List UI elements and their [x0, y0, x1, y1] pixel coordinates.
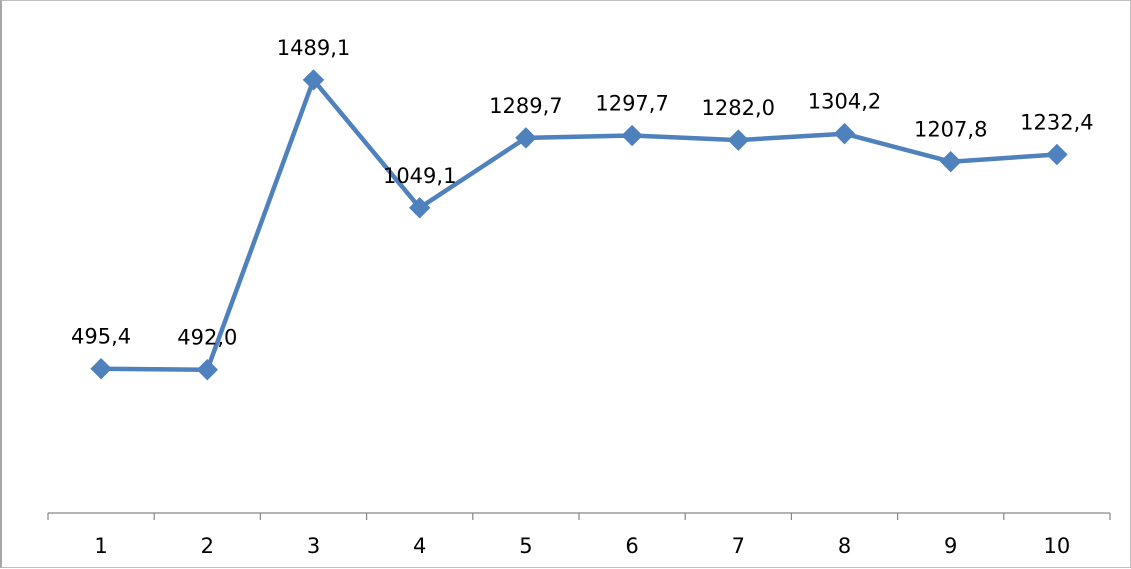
x-tick-label: 8: [838, 534, 851, 558]
data-label: 1489,1: [277, 36, 350, 60]
data-label: 1289,7: [489, 94, 562, 118]
x-tick-label: 7: [732, 534, 745, 558]
x-tick-label: 10: [1044, 534, 1071, 558]
data-point-marker: [302, 69, 325, 91]
data-label: 1282,0: [702, 96, 775, 120]
data-point-marker: [90, 358, 112, 380]
data-point-marker: [727, 129, 750, 151]
data-label: 1049,1: [383, 164, 456, 188]
data-point-marker: [196, 359, 219, 381]
x-tick-label: 6: [625, 534, 638, 558]
data-point-marker: [939, 150, 962, 173]
x-tick-label: 4: [413, 534, 426, 558]
data-labels: 495,4 492,0 1489,1 1049,1 1289,7 1297,7 1282,0…: [71, 36, 1094, 350]
data-point-marker: [515, 127, 537, 149]
data-label: 1304,2: [808, 90, 881, 114]
data-point-marker: [1046, 143, 1068, 166]
data-series: [98, 77, 1060, 372]
data-label: 492,0: [177, 326, 237, 350]
x-axis: 1 2 3 4 5 6 7 8 9 10: [47, 512, 1111, 558]
data-point-marker: [408, 197, 431, 219]
x-tick-label: 1: [94, 534, 107, 558]
data-label: 1232,4: [1020, 111, 1093, 135]
data-label: 1207,8: [914, 118, 987, 142]
x-tick-label: 5: [519, 534, 532, 558]
x-tick-label: 2: [201, 534, 214, 558]
x-tick-label: 9: [944, 534, 957, 558]
data-point-marker: [833, 122, 856, 145]
data-label: 495,4: [71, 325, 131, 349]
series-line: [98, 77, 1060, 372]
x-tick-label: 3: [307, 534, 320, 558]
data-label: 1297,7: [595, 92, 668, 116]
series-markers: [90, 69, 1068, 381]
data-point-marker: [621, 124, 643, 147]
